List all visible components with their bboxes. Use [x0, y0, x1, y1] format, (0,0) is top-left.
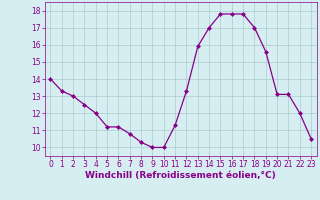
- X-axis label: Windchill (Refroidissement éolien,°C): Windchill (Refroidissement éolien,°C): [85, 171, 276, 180]
